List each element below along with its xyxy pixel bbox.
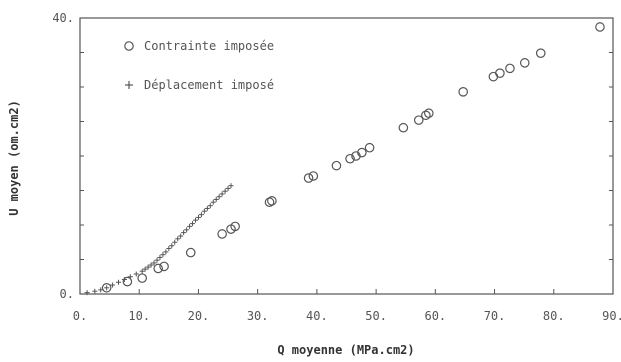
data-point-plus <box>204 205 210 211</box>
legend-label-deplacement: Déplacement imposé <box>144 78 274 92</box>
legend-label-contrainte: Contrainte imposée <box>144 39 274 53</box>
data-point-circle <box>495 68 505 78</box>
data-point-plus <box>213 196 219 202</box>
data-point-plus <box>160 252 166 258</box>
data-point-plus <box>142 266 148 272</box>
y-minor-ticks <box>80 52 613 260</box>
data-point-plus <box>92 288 98 294</box>
x-tick-label: 20. <box>188 309 210 323</box>
data-point-circle <box>303 173 314 183</box>
data-point-circle <box>345 153 355 164</box>
x-tick-label: 50. <box>365 309 387 323</box>
series-0 <box>101 22 605 293</box>
data-point-plus <box>228 183 234 189</box>
data-point-circle <box>331 160 342 171</box>
data-point-plus <box>210 199 216 205</box>
data-point-circle <box>122 276 133 287</box>
data-point-circle <box>595 22 605 32</box>
data-point-circle <box>519 58 530 68</box>
legend-marker-contrainte <box>124 41 134 51</box>
data-point-plus <box>139 268 145 274</box>
x-axis-title: Q moyenne (MPa.cm2) <box>277 343 414 357</box>
data-point-circle <box>357 147 367 158</box>
series-1 <box>84 183 234 296</box>
data-point-plus <box>207 203 213 209</box>
x-tick-label: 90. <box>602 309 621 323</box>
data-point-circle <box>505 63 515 74</box>
data-point-circle <box>458 87 468 97</box>
data-point-plus <box>184 227 190 233</box>
data-point-plus <box>104 285 110 291</box>
data-point-circle <box>137 273 147 283</box>
data-point-plus <box>98 287 104 293</box>
data-point-plus <box>219 191 225 197</box>
data-point-circle <box>101 282 112 293</box>
data-point-plus <box>181 230 187 236</box>
data-point-plus <box>121 277 127 283</box>
data-point-plus <box>190 221 196 227</box>
x-tick-labels: 0. 10. 20. 30. 40. 50. 60. 70. 80. 90. <box>73 309 621 323</box>
data-point-plus <box>157 254 163 260</box>
data-point-plus <box>222 188 228 194</box>
x-ticks <box>79 289 614 294</box>
data-point-circle <box>267 196 277 206</box>
x-tick-label: 10. <box>128 309 150 323</box>
x-tick-label: 40. <box>306 309 328 323</box>
plot-frame <box>79 17 614 295</box>
data-point-plus <box>163 249 169 255</box>
data-point-circle <box>413 115 424 125</box>
data-point-plus <box>110 282 116 288</box>
data-point-plus <box>195 214 201 220</box>
data-point-plus <box>172 239 178 245</box>
y-tick-label: 40. <box>52 11 74 25</box>
data-point-plus <box>192 217 198 223</box>
data-point-circle <box>535 48 546 58</box>
x-tick-label: 30. <box>247 309 269 323</box>
data-point-plus <box>151 260 157 266</box>
data-point-plus <box>198 212 204 218</box>
data-point-circle <box>185 247 196 258</box>
data-point-plus <box>133 271 139 277</box>
data-point-circle <box>424 108 434 119</box>
data-point-plus <box>127 274 133 280</box>
data-point-plus <box>175 236 181 242</box>
data-point-plus <box>201 208 207 214</box>
x-tick-label: 0. <box>73 309 87 323</box>
y-tick-label: 0. <box>60 287 74 301</box>
data-point-plus <box>178 233 184 239</box>
x-tick-label: 70. <box>484 309 506 323</box>
data-point-circle <box>217 229 227 239</box>
data-point-plus <box>145 264 151 270</box>
data-point-circle <box>159 261 169 272</box>
data-point-plus <box>115 279 121 285</box>
y-axis-title: U moyen (om.cm2) <box>7 100 21 216</box>
x-tick-label: 80. <box>543 309 565 323</box>
data-point-circle <box>230 221 240 232</box>
data-point-circle <box>264 197 275 208</box>
data-point-plus <box>166 245 172 251</box>
y-tick-labels: 0. 40. <box>52 11 74 301</box>
legend-marker-deplacement <box>125 81 133 89</box>
data-point-circle <box>398 122 409 133</box>
data-point-plus <box>148 262 154 268</box>
series-layer <box>84 22 605 296</box>
data-point-plus <box>187 223 193 229</box>
data-point-plus <box>84 290 90 296</box>
legend: Contrainte imposée Déplacement imposé <box>124 39 274 92</box>
data-point-plus <box>169 243 175 249</box>
data-point-circle <box>421 110 431 121</box>
data-point-plus <box>225 185 231 191</box>
x-tick-label: 60. <box>424 309 446 323</box>
data-point-circle <box>308 171 319 181</box>
data-point-plus <box>154 257 160 263</box>
data-point-plus <box>216 194 222 200</box>
data-point-circle <box>364 142 375 153</box>
data-point-circle <box>153 263 163 274</box>
